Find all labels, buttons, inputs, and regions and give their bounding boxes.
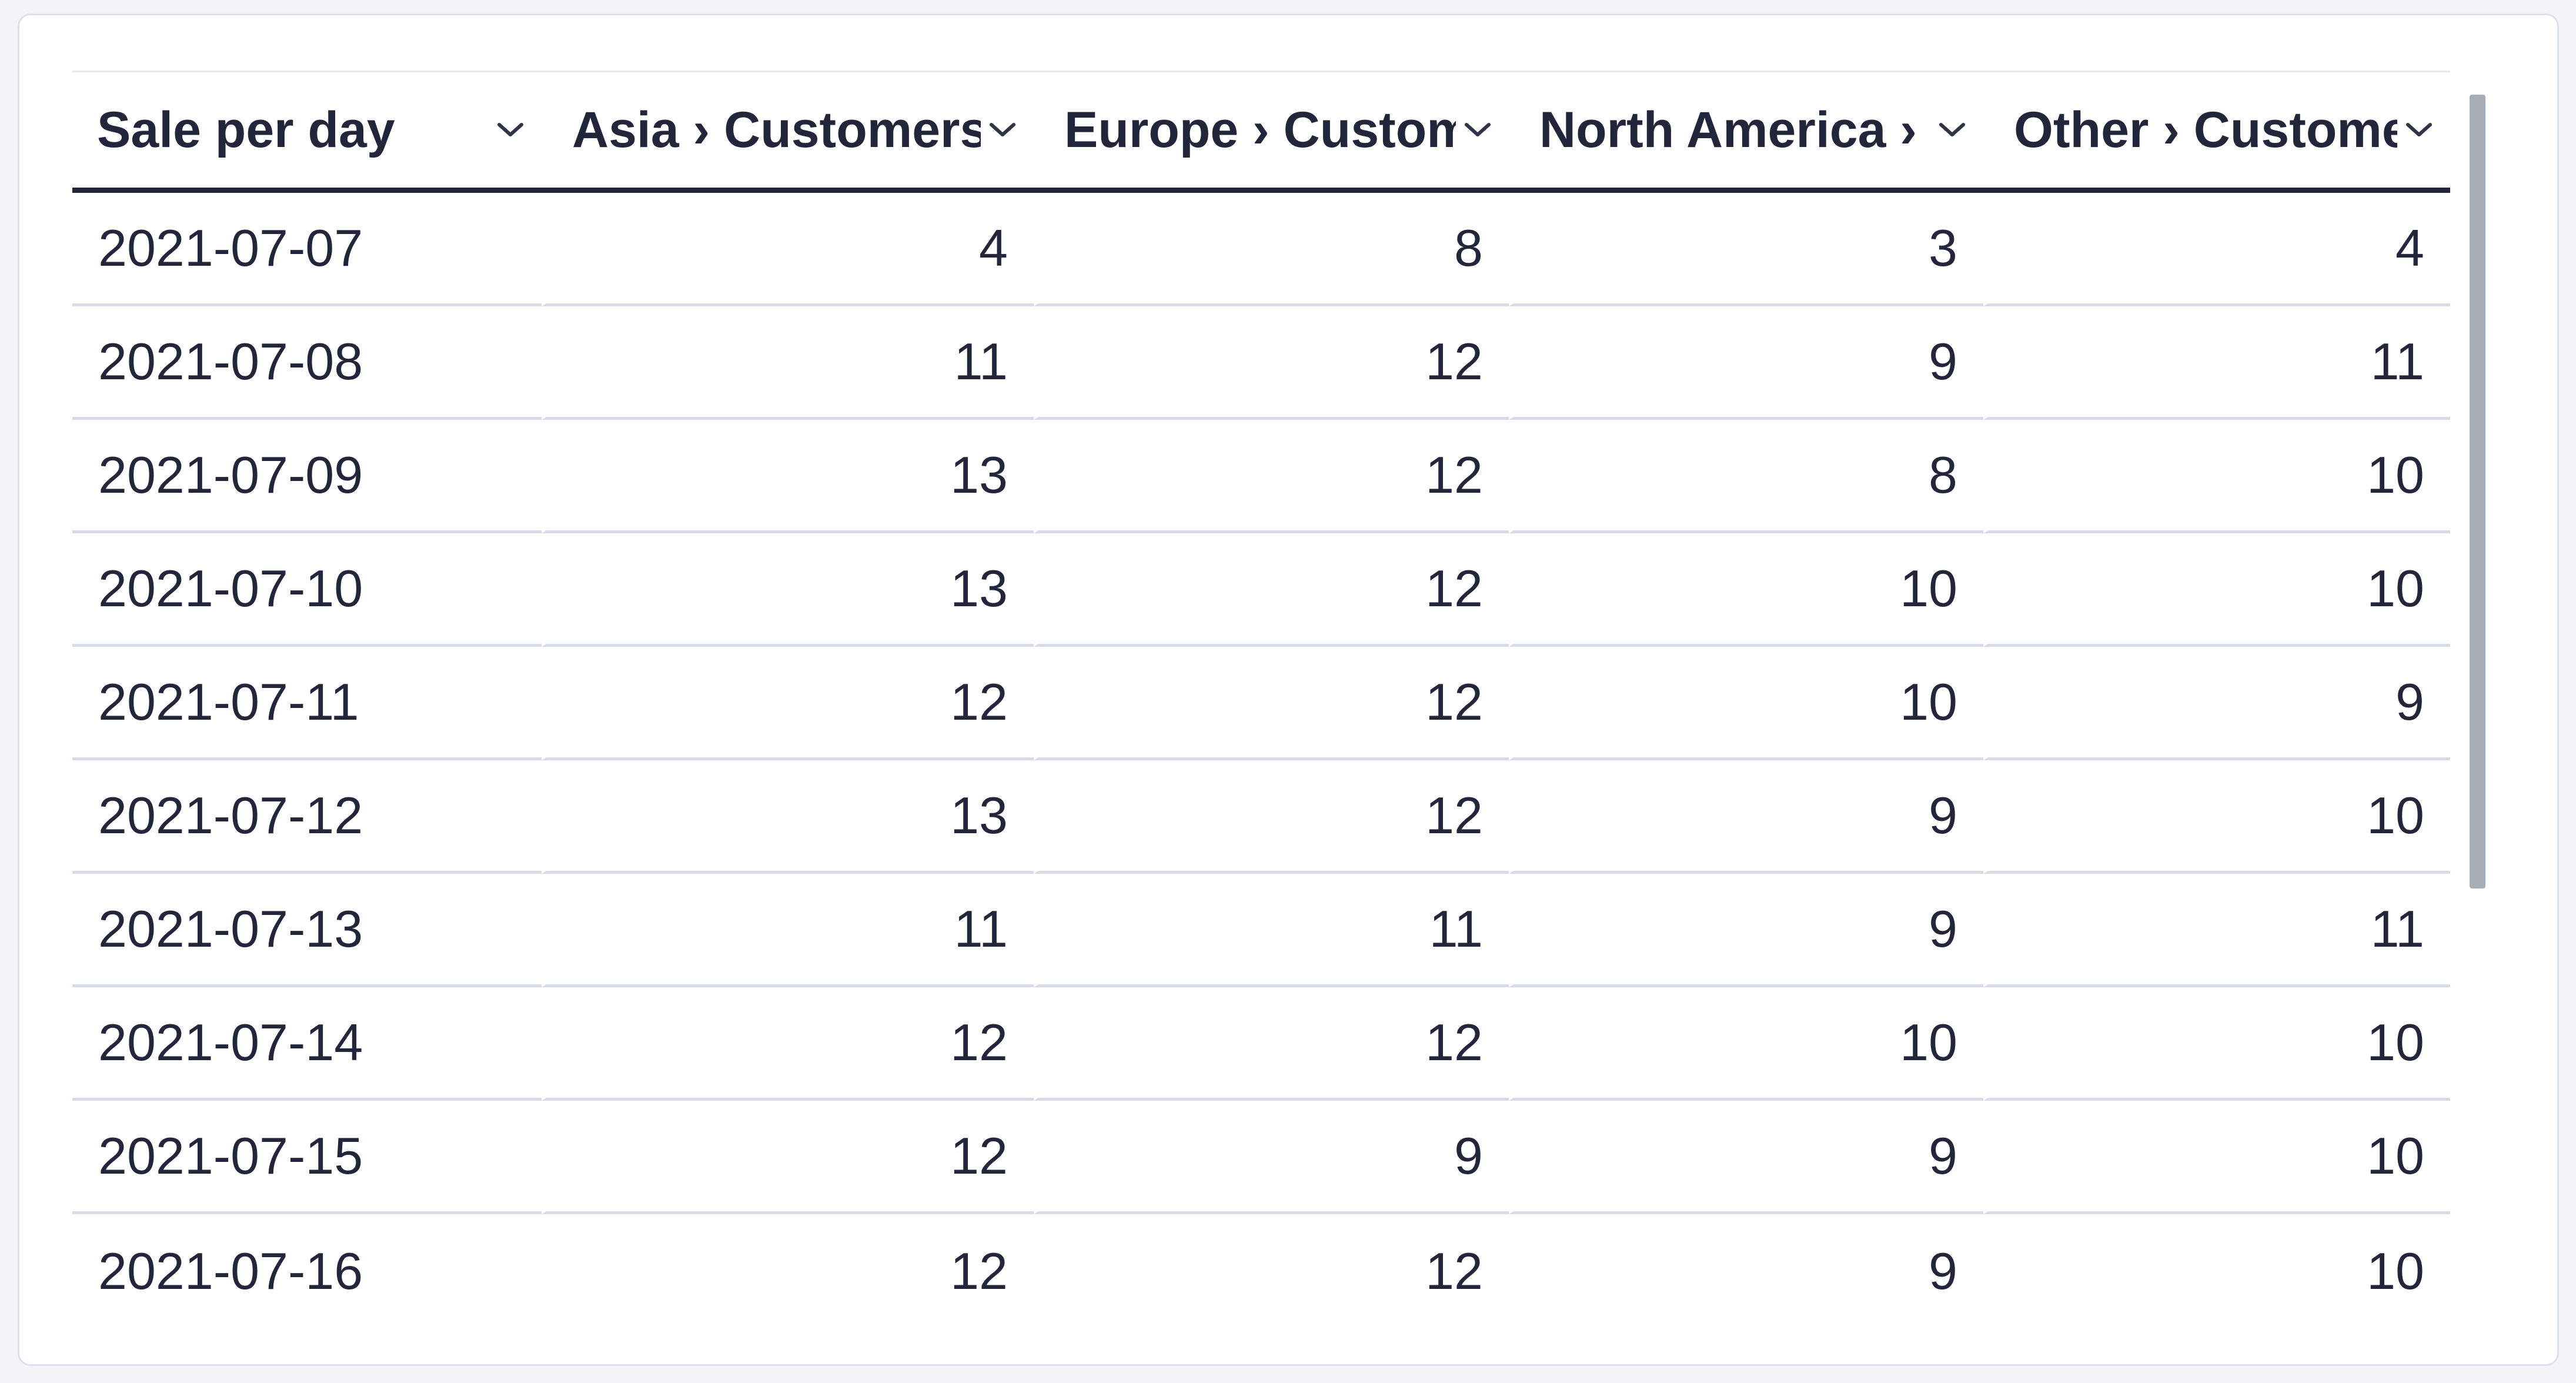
date-cell[interactable]: 2021-07-09: [72, 420, 542, 533]
chevron-down-icon: [2405, 122, 2433, 138]
column-header-label: North America › Customers: [1539, 101, 1930, 158]
value-cell[interactable]: 12: [1034, 987, 1509, 1101]
value-cell[interactable]: 10: [1983, 533, 2450, 647]
column-header-label: Asia › Customers: [572, 101, 981, 158]
value-cell[interactable]: 13: [542, 533, 1034, 647]
table-row: 2021-07-15 12 9 9 10: [72, 1101, 2450, 1214]
table-row: 2021-07-16 12 12 9 10: [72, 1214, 2450, 1328]
column-header-other-customers[interactable]: Other › Customers: [1983, 71, 2450, 193]
value-cell[interactable]: 11: [1983, 874, 2450, 987]
chevron-down-icon: [989, 122, 1016, 138]
table-row: 2021-07-08 11 12 9 11: [72, 306, 2450, 420]
value-cell[interactable]: 12: [1034, 420, 1509, 533]
value-cell[interactable]: 12: [542, 987, 1034, 1101]
value-cell[interactable]: 8: [1034, 193, 1509, 306]
value-cell[interactable]: 12: [542, 647, 1034, 760]
value-cell[interactable]: 10: [1983, 420, 2450, 533]
table-row: 2021-07-13 11 11 9 11: [72, 874, 2450, 987]
value-cell[interactable]: 4: [542, 193, 1034, 306]
table-row: 2021-07-11 12 12 10 9: [72, 647, 2450, 760]
value-cell[interactable]: 11: [542, 306, 1034, 420]
value-cell[interactable]: 9: [1034, 1101, 1509, 1214]
table-container: Sale per day Asia › Customers: [72, 71, 2450, 1328]
chevron-down-icon: [1939, 122, 1966, 138]
value-cell[interactable]: 12: [1034, 306, 1509, 420]
value-cell[interactable]: 9: [1509, 1101, 1983, 1214]
vertical-scrollbar-thumb[interactable]: [2470, 95, 2485, 888]
date-cell[interactable]: 2021-07-14: [72, 987, 542, 1101]
column-header-label: Sale per day: [97, 101, 395, 158]
table-row: 2021-07-12 13 12 9 10: [72, 760, 2450, 874]
value-cell[interactable]: 11: [1034, 874, 1509, 987]
value-cell[interactable]: 12: [1034, 533, 1509, 647]
chevron-down-icon: [1464, 122, 1491, 138]
value-cell[interactable]: 9: [1983, 647, 2450, 760]
result-card: Sale per day Asia › Customers: [18, 14, 2559, 1366]
data-table: Sale per day Asia › Customers: [72, 71, 2450, 1328]
date-cell[interactable]: 2021-07-16: [72, 1214, 542, 1328]
column-header-north-america-customers[interactable]: North America › Customers: [1509, 71, 1983, 193]
column-header-label: Other › Customers: [2014, 101, 2397, 158]
column-header-europe-customers[interactable]: Europe › Customers: [1034, 71, 1509, 193]
value-cell[interactable]: 12: [542, 1101, 1034, 1214]
chevron-down-icon: [497, 122, 524, 138]
value-cell[interactable]: 13: [542, 420, 1034, 533]
column-header-label: Europe › Customers: [1064, 101, 1456, 158]
value-cell[interactable]: 10: [1983, 760, 2450, 874]
value-cell[interactable]: 8: [1509, 420, 1983, 533]
date-cell[interactable]: 2021-07-11: [72, 647, 542, 760]
value-cell[interactable]: 12: [1034, 647, 1509, 760]
date-cell[interactable]: 2021-07-07: [72, 193, 542, 306]
table-row: 2021-07-09 13 12 8 10: [72, 420, 2450, 533]
date-cell[interactable]: 2021-07-08: [72, 306, 542, 420]
value-cell[interactable]: 12: [1034, 1214, 1509, 1328]
value-cell[interactable]: 10: [1509, 533, 1983, 647]
value-cell[interactable]: 10: [1983, 987, 2450, 1101]
date-cell[interactable]: 2021-07-12: [72, 760, 542, 874]
table-row: 2021-07-07 4 8 3 4: [72, 193, 2450, 306]
value-cell[interactable]: 12: [542, 1214, 1034, 1328]
date-cell[interactable]: 2021-07-10: [72, 533, 542, 647]
value-cell[interactable]: 9: [1509, 1214, 1983, 1328]
value-cell[interactable]: 4: [1983, 193, 2450, 306]
value-cell[interactable]: 10: [1509, 647, 1983, 760]
date-cell[interactable]: 2021-07-15: [72, 1101, 542, 1214]
value-cell[interactable]: 11: [542, 874, 1034, 987]
value-cell[interactable]: 9: [1509, 874, 1983, 987]
value-cell[interactable]: 10: [1983, 1214, 2450, 1328]
value-cell[interactable]: 10: [1983, 1101, 2450, 1214]
table-row: 2021-07-10 13 12 10 10: [72, 533, 2450, 647]
value-cell[interactable]: 3: [1509, 193, 1983, 306]
value-cell[interactable]: 9: [1509, 306, 1983, 420]
header-row: Sale per day Asia › Customers: [72, 71, 2450, 193]
value-cell[interactable]: 9: [1509, 760, 1983, 874]
value-cell[interactable]: 13: [542, 760, 1034, 874]
date-cell[interactable]: 2021-07-13: [72, 874, 542, 987]
column-header-sale-per-day[interactable]: Sale per day: [72, 71, 542, 193]
value-cell[interactable]: 12: [1034, 760, 1509, 874]
table-row: 2021-07-14 12 12 10 10: [72, 987, 2450, 1101]
column-header-asia-customers[interactable]: Asia › Customers: [542, 71, 1034, 193]
value-cell[interactable]: 11: [1983, 306, 2450, 420]
value-cell[interactable]: 10: [1509, 987, 1983, 1101]
